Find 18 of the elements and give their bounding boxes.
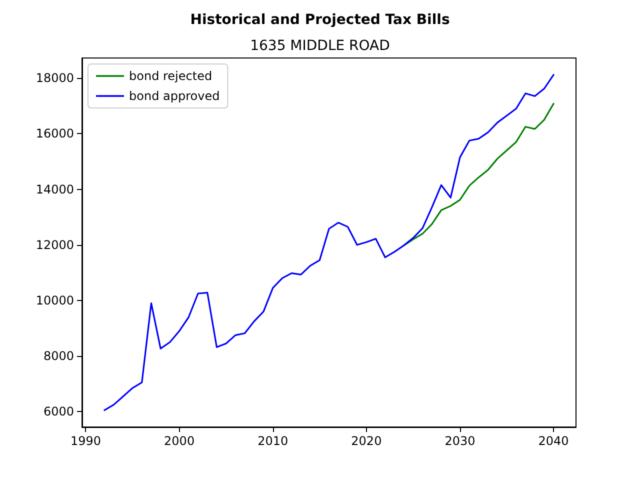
line-series xyxy=(403,102,554,246)
y-tick-label: 14000 xyxy=(36,182,74,196)
legend-label: bond approved xyxy=(129,89,220,103)
x-tick-label: 2030 xyxy=(444,434,476,448)
x-tick-label: 1990 xyxy=(70,434,102,448)
y-tick-label: 16000 xyxy=(36,126,74,141)
y-tick-label: 8000 xyxy=(43,349,74,364)
x-tick-label: 2010 xyxy=(258,434,288,448)
x-tick-label: 2040 xyxy=(538,434,569,448)
x-tick-label: 2020 xyxy=(351,434,382,448)
x-tick-label: 2000 xyxy=(164,434,195,448)
legend-label: bond rejected xyxy=(129,69,212,83)
chart-subtitle: 1635 MIDDLE ROAD xyxy=(250,38,390,54)
y-tick-label: 18000 xyxy=(36,71,74,86)
y-tick-label: 10000 xyxy=(36,293,74,308)
y-tick-label: 6000 xyxy=(43,404,74,419)
y-tick-label: 12000 xyxy=(36,238,74,252)
chart-title: Historical and Projected Tax Bills xyxy=(190,12,450,28)
